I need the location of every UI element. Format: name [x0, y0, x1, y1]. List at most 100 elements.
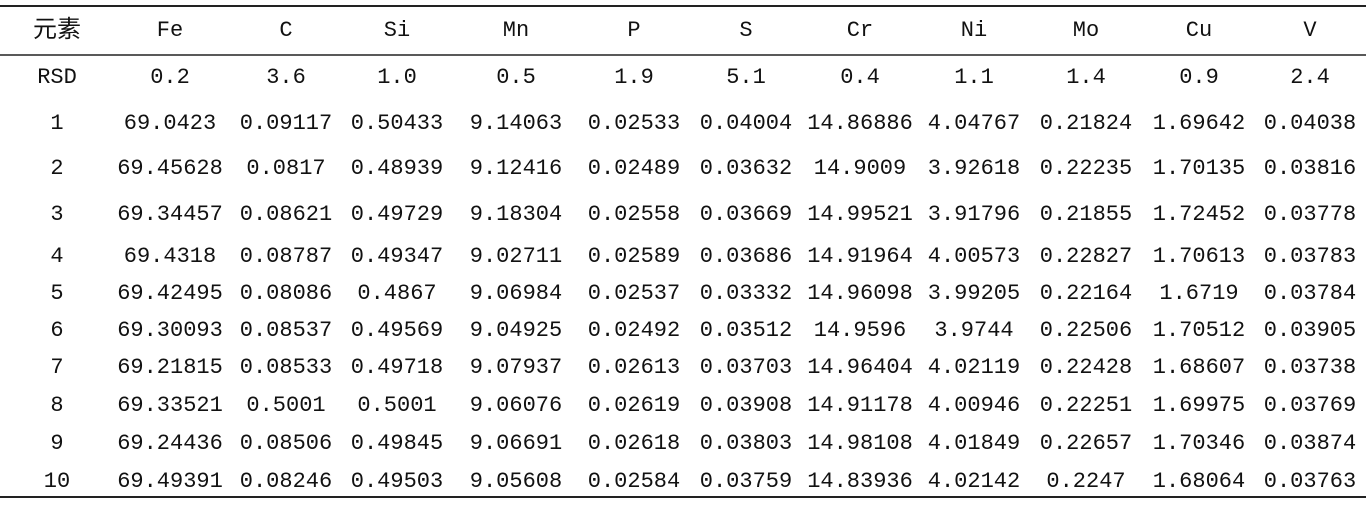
cell: 0.03783	[1264, 244, 1356, 269]
cell: 0.03686	[700, 244, 792, 269]
cell: 69.49391	[117, 469, 223, 494]
cell: 4.00946	[928, 393, 1020, 418]
cell: 9.07937	[470, 355, 562, 380]
cell: 1.70135	[1153, 156, 1245, 181]
cell: 0.49503	[351, 469, 443, 494]
cell: 9.05608	[470, 469, 562, 494]
cell: 0.03632	[700, 156, 792, 181]
row-label: 10	[44, 469, 70, 494]
cell: 69.34457	[117, 202, 223, 227]
row-label: 3	[50, 202, 63, 227]
cell: 14.9009	[814, 156, 906, 181]
cell: 1.69642	[1153, 111, 1245, 136]
row-label: 8	[50, 393, 63, 418]
header-cell: 元素	[33, 15, 81, 43]
cell: 0.02584	[588, 469, 680, 494]
cell: 9.02711	[470, 244, 562, 269]
cell: 0.03784	[1264, 281, 1356, 306]
cell: 14.83936	[807, 469, 913, 494]
cell: 0.49569	[351, 318, 443, 343]
cell: 0.04004	[700, 111, 792, 136]
cell: 0.0817	[246, 156, 325, 181]
cell: 0.03738	[1264, 355, 1356, 380]
cell: 0.22164	[1040, 281, 1132, 306]
cell: 0.5001	[357, 393, 436, 418]
cell: 14.91964	[807, 244, 913, 269]
header-cell: Cu	[1186, 18, 1212, 43]
header-cell: Ni	[961, 18, 987, 43]
cell: 0.02558	[588, 202, 680, 227]
cell: 0.08787	[240, 244, 332, 269]
header-cell: P	[627, 18, 640, 43]
cell: 69.4318	[124, 244, 216, 269]
cell: 0.48939	[351, 156, 443, 181]
cell: 1.70346	[1153, 431, 1245, 456]
cell: 0.49347	[351, 244, 443, 269]
cell: 0.02589	[588, 244, 680, 269]
cell: 1.69975	[1153, 393, 1245, 418]
cell: 0.08086	[240, 281, 332, 306]
cell: 0.22657	[1040, 431, 1132, 456]
header-cell: Fe	[157, 18, 183, 43]
cell: 4.02119	[928, 355, 1020, 380]
cell: 0.4	[840, 65, 880, 90]
cell: 0.5001	[246, 393, 325, 418]
row-label: 5	[50, 281, 63, 306]
cell: 0.2247	[1046, 469, 1125, 494]
cell: 1.72452	[1153, 202, 1245, 227]
cell: 9.12416	[470, 156, 562, 181]
cell: 0.49729	[351, 202, 443, 227]
row-label: 9	[50, 431, 63, 456]
cell: 3.99205	[928, 281, 1020, 306]
cell: 0.03703	[700, 355, 792, 380]
cell: 0.03874	[1264, 431, 1356, 456]
cell: 0.9	[1179, 65, 1219, 90]
cell: 1.9	[614, 65, 654, 90]
cell: 0.03332	[700, 281, 792, 306]
cell: 0.02537	[588, 281, 680, 306]
header-cell: Mo	[1073, 18, 1099, 43]
cell: 0.02492	[588, 318, 680, 343]
cell: 0.22428	[1040, 355, 1132, 380]
header-cell: Cr	[847, 18, 873, 43]
cell: 0.02613	[588, 355, 680, 380]
cell: 0.21824	[1040, 111, 1132, 136]
cell: 3.6	[266, 65, 306, 90]
cell: 0.08506	[240, 431, 332, 456]
cell: 0.02533	[588, 111, 680, 136]
cell: 0.5	[496, 65, 536, 90]
cell: 0.4867	[357, 281, 436, 306]
row-label: 6	[50, 318, 63, 343]
cell: 9.06984	[470, 281, 562, 306]
cell: 0.22506	[1040, 318, 1132, 343]
cell: 0.22251	[1040, 393, 1132, 418]
header-cell: V	[1303, 18, 1317, 43]
cell: 69.0423	[124, 111, 216, 136]
cell: 0.02618	[588, 431, 680, 456]
cell: 2.4	[1290, 65, 1330, 90]
row-label: 4	[50, 244, 63, 269]
cell: 4.04767	[928, 111, 1020, 136]
cell: 0.08246	[240, 469, 332, 494]
cell: 9.14063	[470, 111, 562, 136]
cell: 3.9744	[934, 318, 1013, 343]
cell: 9.06691	[470, 431, 562, 456]
cell: 0.08537	[240, 318, 332, 343]
cell: 0.22235	[1040, 156, 1132, 181]
cell: 0.03763	[1264, 469, 1356, 494]
cell: 1.0	[377, 65, 417, 90]
cell: 69.45628	[117, 156, 223, 181]
cell: 0.08621	[240, 202, 332, 227]
row-label: 7	[50, 355, 63, 380]
cell: 0.2	[150, 65, 190, 90]
cell: 14.91178	[807, 393, 913, 418]
cell: 0.21855	[1040, 202, 1132, 227]
cell: 4.00573	[928, 244, 1020, 269]
cell: 0.03512	[700, 318, 792, 343]
cell: 1.70613	[1153, 244, 1245, 269]
cell: 0.03769	[1264, 393, 1356, 418]
cell: 14.99521	[807, 202, 913, 227]
cell: 4.02142	[928, 469, 1020, 494]
cell: 4.01849	[928, 431, 1020, 456]
